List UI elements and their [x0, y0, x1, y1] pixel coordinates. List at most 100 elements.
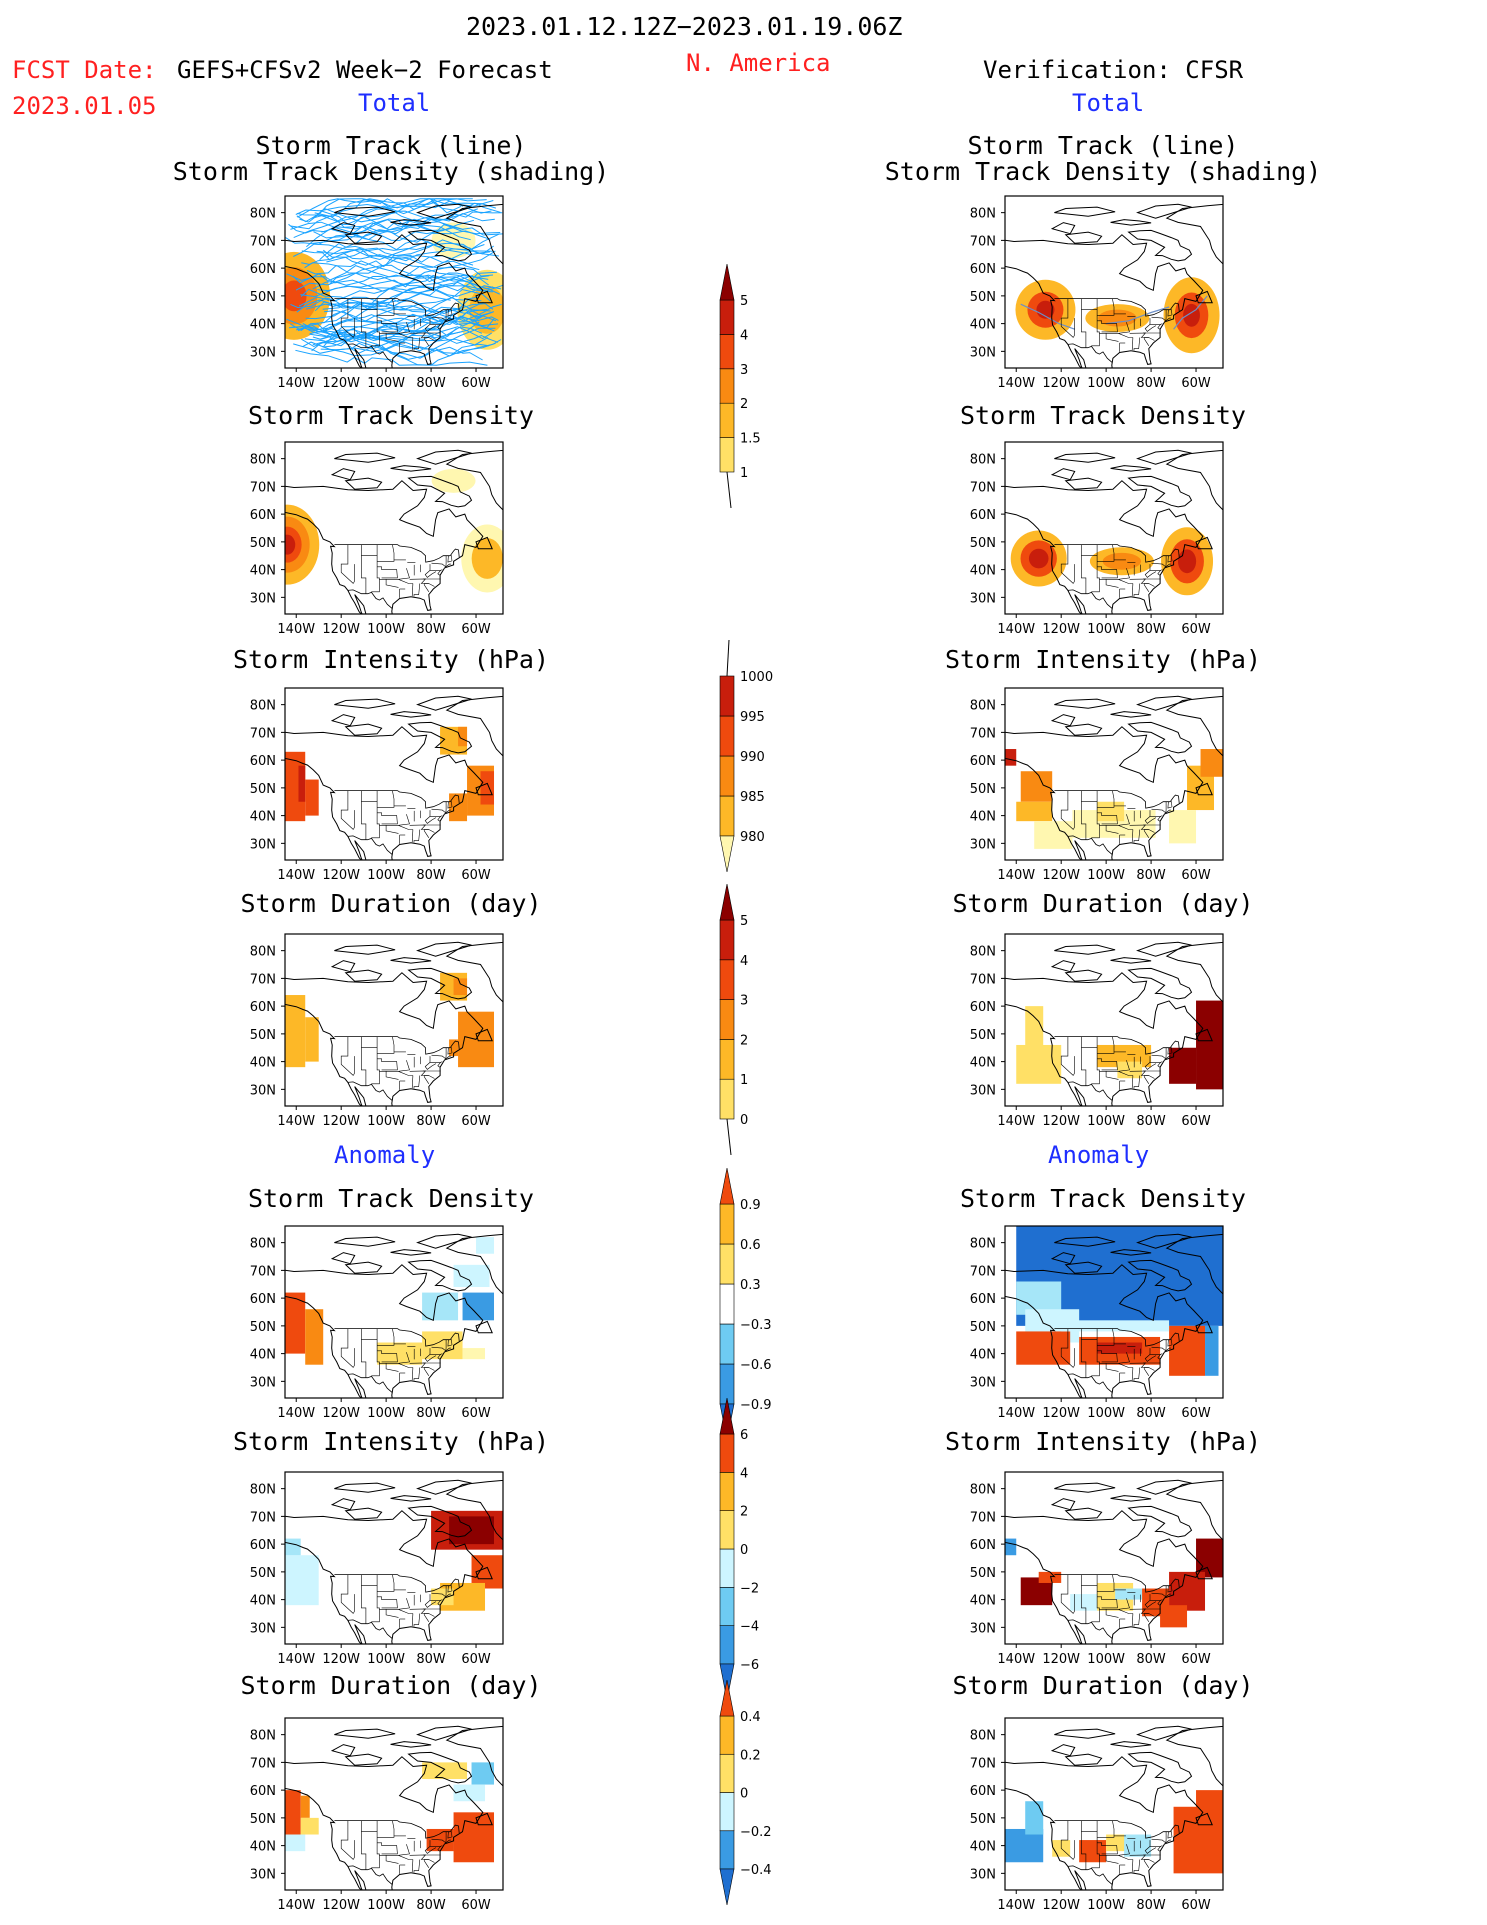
lon-label: 140W [997, 868, 1035, 883]
lon-label: 80W [416, 376, 446, 391]
political-borders [334, 1328, 460, 1394]
colorbar-segment [719, 1243, 735, 1285]
lat-label: 30N [970, 1083, 996, 1098]
lon-label: 60W [461, 622, 491, 637]
lat-label: 50N [970, 1028, 996, 1043]
duration-cells [1016, 1000, 1223, 1090]
lon-label: 140W [997, 622, 1035, 637]
colorbar-label: 2 [740, 397, 748, 412]
total-section-label-right: Total [1072, 89, 1145, 117]
lat-label: 80N [970, 1729, 996, 1744]
lat-label: 60N [250, 1784, 276, 1799]
colorbar-total-duration: 5 4 3 2 1 0 [719, 883, 748, 1156]
lat-label: 50N [970, 290, 996, 305]
colorbar-segment [719, 437, 735, 473]
lat-label: 70N [970, 1264, 996, 1279]
lat-label: 70N [250, 480, 276, 495]
lon-label: 80W [416, 1406, 446, 1421]
lat-label: 40N [970, 810, 996, 825]
lon-label: 80W [1136, 1898, 1166, 1913]
colorbar-segment [719, 1433, 735, 1473]
lon-label: 100W [367, 376, 405, 391]
lon-label: 60W [1181, 1406, 1211, 1421]
lat-label: 60N [970, 1000, 996, 1015]
map-background [285, 1472, 503, 1644]
lon-label: 120W [1042, 1652, 1080, 1667]
lon-label: 100W [367, 1898, 405, 1913]
lat-label: 80N [970, 699, 996, 714]
lat-label: 70N [250, 726, 276, 741]
lon-label: 80W [416, 1114, 446, 1129]
lon-label: 80W [1136, 622, 1166, 637]
lon-label: 80W [1136, 1406, 1166, 1421]
colorbar-segment [719, 715, 735, 757]
density-shading-baffin [431, 468, 476, 493]
density-shading-central [1089, 547, 1154, 576]
colorbar-top-arrow [719, 883, 735, 921]
duration-cells [285, 972, 495, 1068]
colorbar-label: 1000 [740, 670, 773, 685]
colorbar-segment [719, 959, 735, 1000]
lat-label: 70N [970, 1756, 996, 1771]
lon-label: 100W [367, 622, 405, 637]
lat-label: 80N [970, 1237, 996, 1252]
colorbar-segment [719, 755, 735, 797]
lat-label: 40N [250, 1056, 276, 1071]
colorbar-label: 2 [740, 1033, 748, 1048]
lat-label: 30N [250, 837, 276, 852]
colorbar-label: −4 [740, 1620, 759, 1635]
panel-title-density-right: Storm Track Density [960, 401, 1246, 430]
colorbar-label: −0.3 [740, 1318, 772, 1333]
lon-label: 120W [322, 1652, 360, 1667]
lat-label: 60N [970, 1292, 996, 1307]
lat-label: 30N [970, 1621, 996, 1636]
lat-label: 60N [970, 262, 996, 277]
lat-label: 40N [250, 810, 276, 825]
lon-label: 100W [367, 1652, 405, 1667]
lon-label: 140W [277, 376, 315, 391]
region-label: N. America [686, 49, 831, 77]
colorbar-label: −0.4 [740, 1863, 772, 1878]
lat-label: 40N [970, 1594, 996, 1609]
lat-label: 40N [250, 564, 276, 579]
map-frame [284, 1717, 504, 1891]
lon-label: 80W [416, 868, 446, 883]
colorbar-bottom-line [726, 471, 732, 509]
map-frame [284, 195, 504, 369]
colorbar-segment [719, 1203, 735, 1245]
lon-label: 80W [416, 1652, 446, 1667]
lon-label: 120W [322, 868, 360, 883]
map-frame [1004, 1717, 1224, 1891]
colorbar-label: −0.6 [740, 1358, 772, 1373]
political-borders [1054, 544, 1180, 610]
lat-label: 30N [250, 345, 276, 360]
lon-label: 100W [367, 1114, 405, 1129]
colorbar-segment [719, 795, 735, 837]
map-panel-anomaly-intensity-right: 80N 70N 60N 50N 40N 30N 140W 120W 100W 80W 60W [970, 1471, 1224, 1667]
lon-label: 140W [997, 376, 1035, 391]
lat-label: 50N [970, 1566, 996, 1581]
lon-label: 60W [1181, 1114, 1211, 1129]
lat-label: 50N [250, 1812, 276, 1827]
density-shading-atlantic [461, 524, 503, 593]
political-borders [1054, 1328, 1180, 1394]
coastline [285, 695, 503, 860]
colorbar-label: 1 [740, 466, 748, 481]
colorbar-segment [719, 675, 735, 717]
colorbar-segment [719, 1715, 735, 1755]
lon-label: 120W [322, 376, 360, 391]
colorbar-label: 3 [740, 363, 748, 378]
map-frame [1004, 1225, 1224, 1399]
lat-label: 40N [250, 1348, 276, 1363]
lat-label: 40N [970, 1840, 996, 1855]
colorbar-label: 0.4 [740, 1710, 761, 1725]
lon-label: 60W [1181, 622, 1211, 637]
lat-label: 30N [250, 1867, 276, 1882]
lon-label: 140W [277, 622, 315, 637]
lon-label: 80W [416, 622, 446, 637]
lat-label: 60N [250, 754, 276, 769]
lat-label: 60N [250, 1538, 276, 1553]
lat-label: 70N [970, 234, 996, 249]
lat-label: 50N [250, 782, 276, 797]
colorbar-segment [719, 1078, 735, 1120]
